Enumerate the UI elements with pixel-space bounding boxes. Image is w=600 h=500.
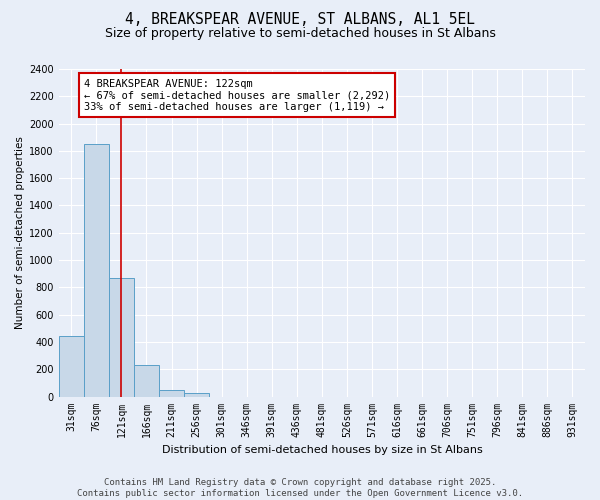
Bar (84, 144, 109, 396)
Text: Size of property relative to semi-detached houses in St Albans: Size of property relative to semi-detach… (104, 28, 496, 40)
Bar (59, 336, 84, 396)
Bar (184, 394, 209, 396)
Bar (109, 278, 134, 396)
X-axis label: Distribution of semi-detached houses by size in St Albans: Distribution of semi-detached houses by … (161, 445, 482, 455)
Y-axis label: Number of semi-detached properties: Number of semi-detached properties (15, 136, 25, 329)
Text: Contains HM Land Registry data © Crown copyright and database right 2025.
Contai: Contains HM Land Registry data © Crown c… (77, 478, 523, 498)
Text: 4 BREAKSPEAR AVENUE: 122sqm
← 67% of semi-detached houses are smaller (2,292)
33: 4 BREAKSPEAR AVENUE: 122sqm ← 67% of sem… (84, 78, 390, 112)
Bar (159, 390, 184, 396)
Text: 4, BREAKSPEAR AVENUE, ST ALBANS, AL1 5EL: 4, BREAKSPEAR AVENUE, ST ALBANS, AL1 5EL (125, 12, 475, 28)
Bar (134, 365, 159, 396)
